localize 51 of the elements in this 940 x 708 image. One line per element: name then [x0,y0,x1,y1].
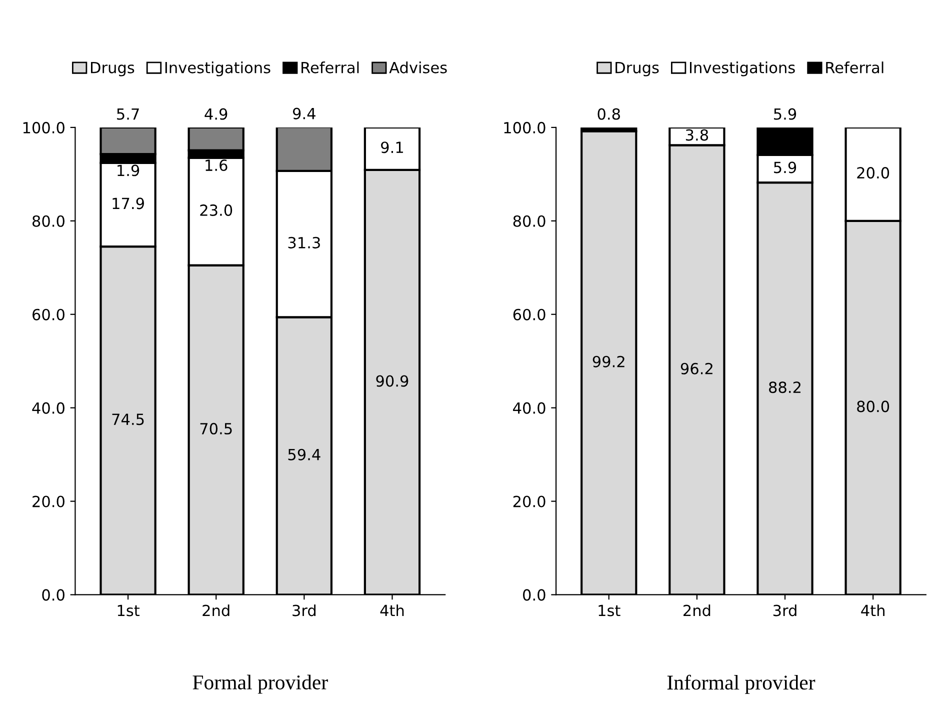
data-label: 23.0 [200,204,232,216]
x-tick-label: 2nd [684,604,710,616]
y-tick-label: 0.0 [42,589,64,601]
y-tick-label: 60.0 [513,308,546,320]
x-tick-label: 3rd [292,604,316,616]
data-label: 9.4 [292,108,316,120]
data-label: 88.2 [769,382,800,394]
data-label: 80.0 [857,400,890,412]
data-label: 20.0 [857,167,890,179]
x-tick-label: 3rd [773,604,796,616]
data-label: 3.8 [686,129,708,141]
legend-label: Investigations [165,62,270,76]
legend-label: Referral [302,62,359,74]
data-label: 0.8 [598,108,620,120]
data-label: 74.5 [112,414,144,426]
x-tick-label: 4th [861,604,884,616]
legend-label: Drugs [91,62,134,76]
x-tick-label: 1st [118,604,140,616]
y-tick-label: 20.0 [513,496,546,508]
data-label: 1.9 [118,164,140,176]
data-label: 90.9 [376,375,408,387]
x-axis-title: Formal provider [192,674,328,694]
data-label: 5.9 [774,108,796,120]
y-tick-label: 20.0 [32,496,64,508]
x-axis-title: Informal provider [667,674,816,694]
data-label: 4.9 [204,108,228,120]
data-label: 1.6 [206,159,228,172]
x-tick-label: 1st [598,604,620,616]
legend-label: Referral [826,62,884,74]
data-label: 96.2 [680,362,712,374]
y-tick-label: 100.0 [504,122,546,134]
data-label: 31.3 [288,236,320,248]
data-label: 59.4 [288,448,320,460]
y-tick-label: 60.0 [32,308,64,320]
data-label: 9.1 [381,142,403,154]
data-label: 70.5 [200,422,232,434]
data-label: 17.9 [112,198,144,210]
data-label: 5.9 [774,162,796,174]
y-tick-label: 100.0 [23,122,64,134]
legend-label: Drugs [616,62,659,76]
data-label: 99.2 [592,356,624,368]
y-tick-label: 80.0 [32,215,64,227]
y-tick-label: 40.0 [32,402,64,414]
y-tick-label: 80.0 [513,215,546,227]
y-tick-label: 0.0 [523,589,546,601]
x-tick-label: 4th [380,604,404,616]
data-label: 5.7 [117,108,139,120]
x-tick-label: 2nd [202,604,230,616]
legend-label: Investigations [690,62,795,76]
y-tick-label: 40.0 [513,402,546,414]
legend-label: Advises [389,62,447,74]
